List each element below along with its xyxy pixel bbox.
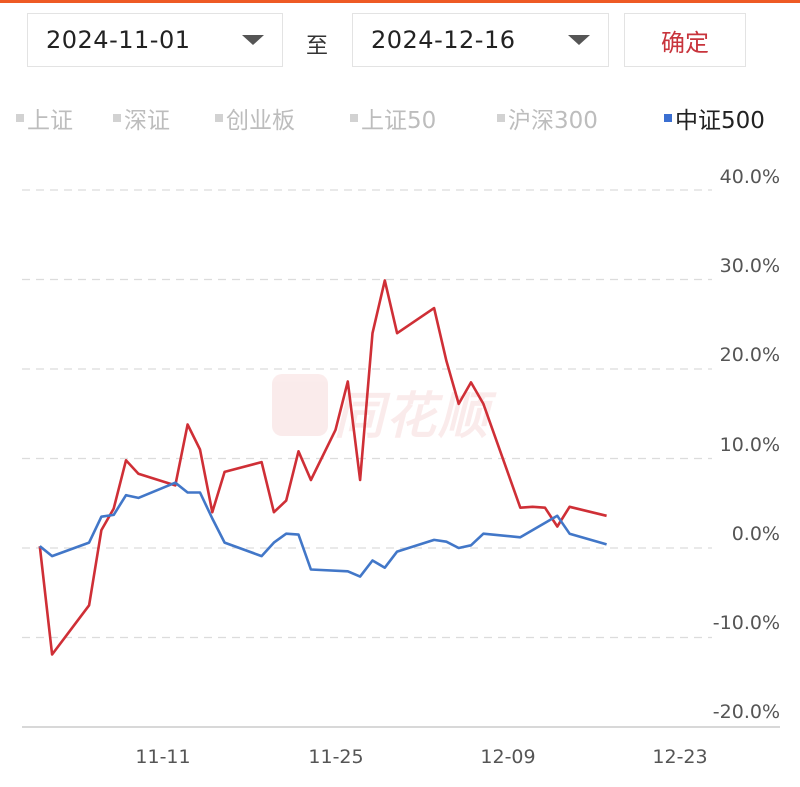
start-date-select[interactable]: 2024-11-01: [27, 13, 283, 67]
y-tick-label: 40.0%: [719, 166, 780, 188]
end-date-select[interactable]: 2024-12-16: [352, 13, 609, 67]
y-tick-label: 20.0%: [719, 344, 780, 366]
y-tick-label: 0.0%: [731, 523, 780, 545]
legend-item-csi500[interactable]: 中证500: [664, 101, 765, 135]
legend-swatch: [350, 114, 358, 122]
start-date-value: 2024-11-01: [46, 26, 191, 54]
x-tick-label: 11-25: [308, 746, 364, 768]
chevron-down-icon: [242, 35, 264, 45]
x-tick-label: 12-23: [652, 746, 708, 768]
index-legend: 上证 深证 创业板 上证50 沪深300 中证500: [0, 101, 800, 135]
legend-label: 创业板: [226, 108, 295, 134]
end-date-value: 2024-12-16: [371, 26, 516, 54]
legend-swatch: [497, 114, 505, 122]
legend-swatch: [215, 114, 223, 122]
watermark-logo-icon: [272, 374, 328, 436]
series-line-csi500: [38, 481, 607, 578]
series-line-red: [38, 279, 607, 656]
y-tick-label: -20.0%: [712, 701, 780, 723]
top-accent-strip: [0, 0, 800, 3]
legend-item-sse50[interactable]: 上证50: [350, 101, 436, 135]
legend-label: 上证50: [361, 108, 437, 134]
date-separator: 至: [306, 34, 329, 59]
watermark: 同花顺: [272, 374, 534, 445]
legend-swatch: [16, 114, 24, 122]
y-tick-label: -10.0%: [712, 612, 780, 634]
legend-item-shanghai[interactable]: 上证: [16, 101, 73, 135]
confirm-button[interactable]: 确定: [624, 13, 746, 67]
legend-item-shenzhen[interactable]: 深证: [113, 101, 170, 135]
legend-swatch: [664, 114, 672, 122]
legend-label: 中证500: [675, 108, 765, 134]
legend-item-chinext[interactable]: 创业板: [215, 101, 295, 135]
y-tick-label: 10.0%: [719, 434, 780, 456]
x-tick-label: 11-11: [135, 746, 191, 768]
chevron-down-icon: [568, 35, 590, 45]
y-tick-label: 30.0%: [719, 255, 780, 277]
x-tick-label: 12-09: [480, 746, 536, 768]
legend-item-csi300[interactable]: 沪深300: [497, 101, 598, 135]
legend-label: 沪深300: [508, 108, 598, 134]
legend-swatch: [113, 114, 121, 122]
legend-label: 深证: [124, 108, 170, 134]
legend-label: 上证: [27, 108, 73, 134]
